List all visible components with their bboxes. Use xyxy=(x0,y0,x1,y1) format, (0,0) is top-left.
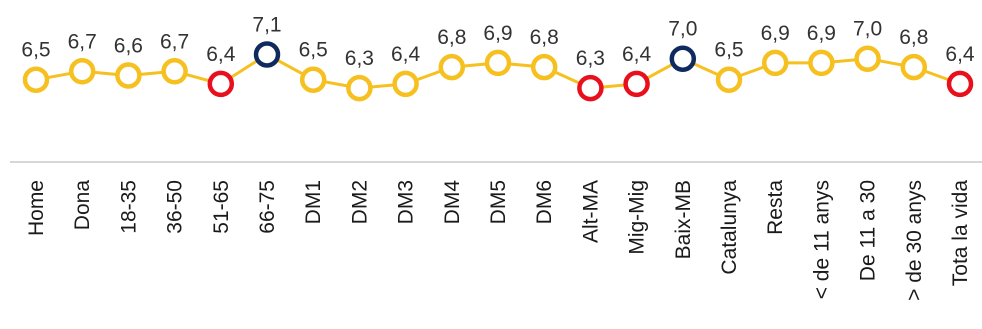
category-label: Resta xyxy=(764,180,787,235)
category-label: DM2 xyxy=(348,180,371,224)
series-layer: 6,5 6,7 6,6 6,7 6,4 7,1 6,5 6,3 6,4 6,8 6,9 6,8 6,3 6… xyxy=(21,14,975,102)
data-label: 6,4 xyxy=(945,43,975,66)
data-point-normal xyxy=(161,58,188,85)
data-label: 6,5 xyxy=(21,39,50,62)
data-label: 6,3 xyxy=(576,47,605,70)
data-point-normal xyxy=(115,62,142,89)
data-label: 6,4 xyxy=(391,43,421,66)
category-label: 51-65 xyxy=(210,180,233,234)
data-label: 6,4 xyxy=(206,43,236,66)
data-label: 6,6 xyxy=(114,35,143,58)
data-point-normal xyxy=(530,53,558,81)
data-point-low xyxy=(623,70,650,98)
category-label: Tota la vida xyxy=(949,180,972,287)
data-point-normal xyxy=(854,45,881,72)
category-labels: Home Dona 18-35 36-50 51-65 66-75 DM1 DM2 DM3 DM4… xyxy=(25,180,972,301)
category-label: DM3 xyxy=(395,180,418,224)
category-label: Dona xyxy=(71,180,94,231)
data-point-low xyxy=(207,70,235,98)
data-point-normal xyxy=(68,58,96,85)
category-label: Mig-Mig xyxy=(626,180,649,255)
data-point-normal xyxy=(392,70,419,98)
data-point-normal xyxy=(438,53,466,81)
category-label: Baix-MB xyxy=(672,180,695,259)
category-label: 36-50 xyxy=(164,180,187,234)
category-label: < de 11 anys xyxy=(810,180,833,299)
data-label: 6,5 xyxy=(299,39,328,62)
data-point-low xyxy=(577,74,604,102)
category-label: 66-75 xyxy=(256,180,279,234)
data-point-normal xyxy=(715,66,743,93)
category-label: DM6 xyxy=(533,180,556,224)
data-point-normal xyxy=(299,66,327,93)
data-point-normal xyxy=(808,49,835,77)
category-label: DM4 xyxy=(441,180,464,225)
data-label: 6,9 xyxy=(761,22,790,45)
data-label: 7,1 xyxy=(252,14,281,37)
data-label: 6,7 xyxy=(160,30,189,53)
category-label: De 11 a 30 xyxy=(857,180,880,281)
data-point-normal xyxy=(484,49,512,77)
data-point-high xyxy=(669,45,697,72)
data-point-normal xyxy=(761,49,789,77)
data-label: 6,4 xyxy=(622,43,652,66)
data-label: 6,7 xyxy=(68,30,97,53)
data-label: 6,5 xyxy=(714,39,743,62)
category-label: Alt-MA xyxy=(579,180,602,243)
category-label: 18-35 xyxy=(117,180,140,234)
data-point-normal xyxy=(22,66,50,93)
category-label: Home xyxy=(25,180,48,236)
data-label: 6,9 xyxy=(807,22,836,45)
data-label: 6,8 xyxy=(899,26,928,49)
data-label: 7,0 xyxy=(668,18,697,41)
data-point-low xyxy=(946,70,974,98)
category-label: Catalunya xyxy=(718,180,741,275)
data-label: 6,8 xyxy=(437,26,466,49)
data-point-normal xyxy=(346,74,373,102)
category-label: DM5 xyxy=(487,180,510,224)
category-label: DM1 xyxy=(302,180,325,224)
data-label: 6,8 xyxy=(530,26,559,49)
category-label: > de 30 anys xyxy=(903,180,926,301)
data-label: 7,0 xyxy=(853,18,882,41)
data-label: 6,9 xyxy=(483,22,512,45)
data-label: 6,3 xyxy=(345,47,374,70)
data-point-normal xyxy=(900,53,928,81)
data-point-high xyxy=(253,41,281,68)
